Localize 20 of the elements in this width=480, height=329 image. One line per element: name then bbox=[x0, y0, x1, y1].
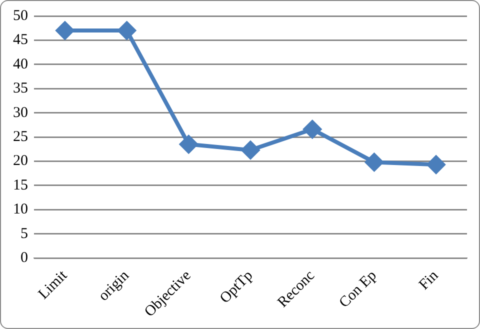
point bbox=[56, 22, 74, 40]
y-tick-label: 0 bbox=[20, 250, 28, 266]
x-tick-label: Con Ep bbox=[336, 268, 380, 312]
y-tick-label: 10 bbox=[13, 202, 28, 218]
y-tick-label: 15 bbox=[13, 177, 28, 194]
y-tick-label: 25 bbox=[13, 128, 28, 145]
y-tick-label: 20 bbox=[13, 153, 28, 170]
y-tick-label: 5 bbox=[20, 226, 28, 242]
point bbox=[180, 135, 198, 154]
y-tick-label: 30 bbox=[13, 104, 28, 121]
y-tick-label: 35 bbox=[13, 80, 28, 97]
x-tick-label: Fin bbox=[416, 267, 442, 294]
y-tick-label: 40 bbox=[13, 56, 28, 72]
point bbox=[365, 153, 384, 172]
point bbox=[303, 120, 322, 138]
y-tick-label: 45 bbox=[13, 32, 28, 48]
point bbox=[242, 141, 260, 160]
point bbox=[427, 156, 446, 174]
point bbox=[118, 22, 136, 40]
y-tick-label: 50 bbox=[13, 8, 28, 24]
